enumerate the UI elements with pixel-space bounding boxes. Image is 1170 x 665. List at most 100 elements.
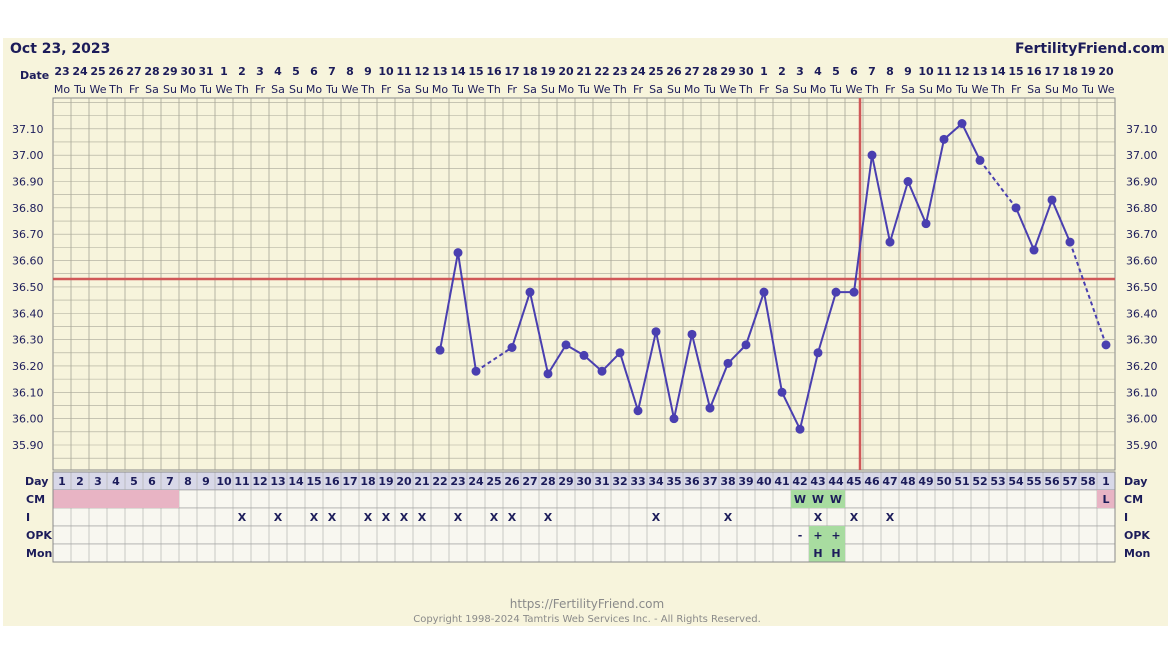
weekday-tick-label: Th — [234, 83, 249, 96]
date-tick-label: 31 — [198, 65, 213, 78]
chart-date: Oct 23, 2023 — [10, 41, 110, 57]
cycle-day-label: 3 — [94, 475, 102, 488]
temperature-point — [885, 237, 895, 247]
footer-url[interactable]: https://FertilityFriend.com — [510, 597, 664, 611]
date-tick-label: 2 — [238, 65, 246, 78]
day-row-label: Day — [25, 475, 48, 488]
monitor-row-bg — [52, 543, 1116, 563]
weekday-tick-label: Sa — [1027, 83, 1041, 96]
date-tick-label: 5 — [832, 65, 840, 78]
date-tick-label: 12 — [414, 65, 429, 78]
y-tick-label-left: 36.60 — [12, 255, 44, 268]
cycle-day-label: 34 — [648, 475, 664, 488]
series-segment — [763, 291, 783, 393]
weekday-tick-label: Tu — [325, 83, 338, 96]
cycle-day-label: 42 — [792, 475, 807, 488]
weekday-tick-label: Tu — [829, 83, 842, 96]
opk-cell — [827, 526, 845, 544]
date-tick-label: 3 — [796, 65, 804, 78]
weekday-tick-label: Fr — [129, 83, 140, 96]
date-tick-label: 1 — [760, 65, 768, 78]
cycle-day-label: 7 — [166, 475, 174, 488]
weekday-tick-label: Tu — [451, 83, 464, 96]
cm-value: L — [1102, 493, 1109, 506]
cycle-day-label: 32 — [612, 475, 627, 488]
series-segment — [1051, 199, 1071, 243]
series-segment — [853, 155, 873, 293]
date-tick-label: 11 — [936, 65, 951, 78]
cycle-day-label: 8 — [184, 475, 192, 488]
date-tick-label: 17 — [504, 65, 519, 78]
cycle-day-label: 33 — [630, 475, 645, 488]
weekday-tick-label: Tu — [955, 83, 968, 96]
date-tick-label: 24 — [630, 65, 646, 78]
date-tick-label: 17 — [1044, 65, 1059, 78]
weekday-tick-label: Fr — [255, 83, 266, 96]
intercourse-mark: X — [274, 511, 283, 524]
date-tick-label: 4 — [814, 65, 822, 78]
y-tick-label-left: 36.00 — [12, 413, 44, 426]
series-segment — [1015, 207, 1035, 251]
series-segment — [673, 334, 693, 419]
intercourse-mark: X — [490, 511, 499, 524]
temperature-point — [435, 345, 445, 355]
date-tick-label: 15 — [468, 65, 483, 78]
cycle-day-label: 6 — [148, 475, 156, 488]
date-tick-label: 30 — [738, 65, 754, 78]
temperature-point — [957, 119, 967, 129]
temperature-point — [687, 329, 697, 339]
intercourse-mark: X — [454, 511, 463, 524]
date-tick-label: 9 — [904, 65, 912, 78]
cycle-day-label: 19 — [378, 475, 393, 488]
intercourse-mark: X — [544, 511, 553, 524]
date-tick-label: 26 — [666, 65, 682, 78]
date-tick-label: 13 — [972, 65, 987, 78]
cm-row-label: CM — [26, 493, 45, 506]
date-tick-label: 23 — [612, 65, 627, 78]
weekday-tick-label: Th — [864, 83, 879, 96]
cm-row-label-right: CM — [1124, 493, 1143, 506]
cycle-day-label: 47 — [882, 475, 897, 488]
mon-cell — [827, 544, 845, 562]
y-tick-label-left: 36.40 — [12, 307, 44, 320]
temperature-point — [705, 403, 715, 413]
date-tick-label: 24 — [72, 65, 88, 78]
date-tick-label: 14 — [990, 65, 1006, 78]
intercourse-mark: X — [814, 511, 823, 524]
cycle-day-label: 51 — [954, 475, 969, 488]
cycle-day-label: 36 — [684, 475, 700, 488]
cycle-day-label: 16 — [324, 475, 340, 488]
y-tick-label-left: 36.10 — [12, 386, 44, 399]
y-tick-label-left: 36.90 — [12, 176, 44, 189]
series-segment — [979, 159, 1017, 209]
temperature-series — [53, 98, 1115, 470]
series-segment — [1033, 199, 1053, 251]
cycle-day-label: 53 — [990, 475, 1005, 488]
series-segment — [961, 123, 981, 161]
date-tick-label: 27 — [684, 65, 699, 78]
date-headers: 23Mo24Tu25We26Th27Fr28Sa29Su30Mo31Tu1We2… — [54, 65, 1115, 96]
opk-value: - — [798, 529, 803, 542]
weekday-tick-label: Th — [738, 83, 753, 96]
y-tick-label-right: 36.60 — [1126, 255, 1158, 268]
temperature-grid — [52, 97, 1116, 471]
date-tick-label: 27 — [126, 65, 141, 78]
weekday-tick-label: We — [1098, 83, 1115, 96]
brand-logo[interactable]: FertilityFriend.com — [1015, 41, 1165, 57]
temperature-point — [741, 340, 751, 350]
date-tick-label: 7 — [868, 65, 876, 78]
series-segment — [799, 352, 819, 430]
weekday-tick-label: Sa — [523, 83, 537, 96]
temperature-point — [975, 155, 985, 165]
cycle-day-label: 29 — [558, 475, 573, 488]
date-tick-label: 12 — [954, 65, 969, 78]
date-tick-label: 25 — [90, 65, 105, 78]
date-tick-label: 4 — [274, 65, 282, 78]
date-tick-label: 11 — [396, 65, 411, 78]
date-tick-label: 18 — [522, 65, 537, 78]
day-row-label-right: Day — [1124, 475, 1147, 488]
cycle-day-label: 22 — [432, 475, 447, 488]
weekday-tick-label: Mo — [306, 83, 322, 96]
temperature-point — [543, 369, 553, 379]
date-tick-label: 14 — [450, 65, 466, 78]
